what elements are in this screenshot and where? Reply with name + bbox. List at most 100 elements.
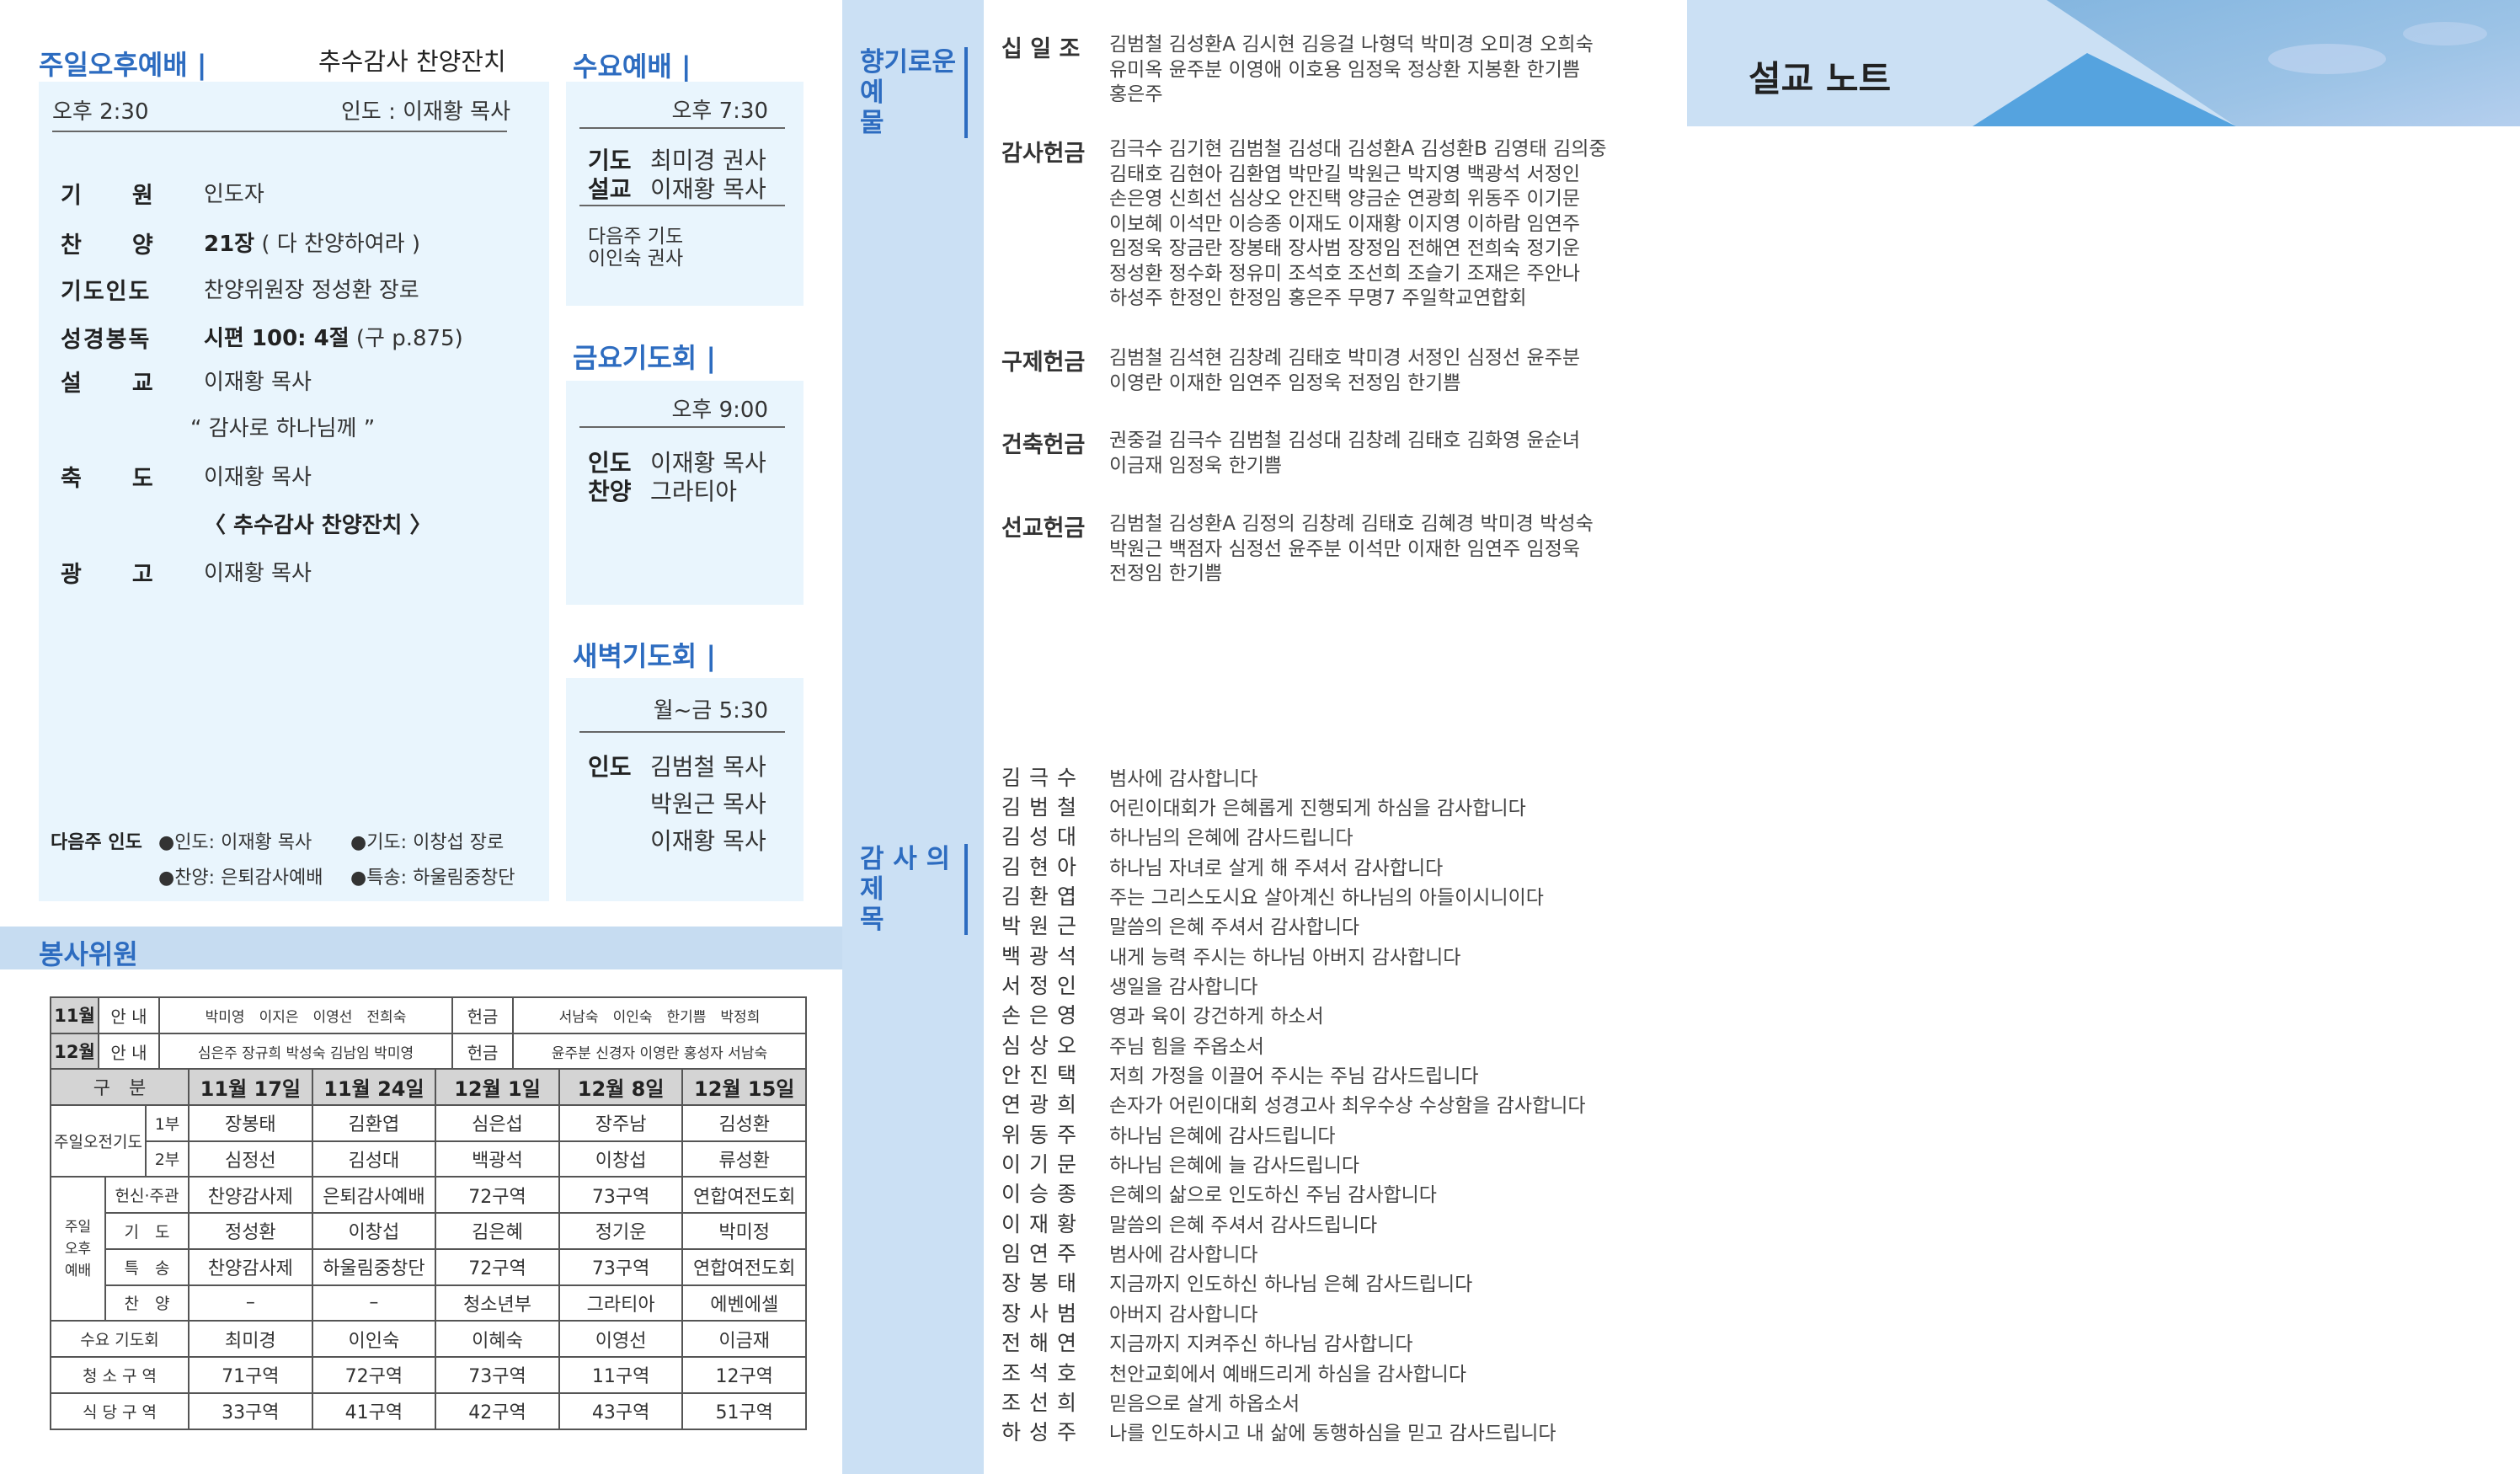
schedule-cell: 72구역 [435, 1176, 560, 1214]
thanks-message: 지금까지 지켜주신 하나님 감사합니다 [1109, 1333, 1413, 1356]
offering-label: 구제헌금 [1001, 350, 1086, 376]
thanks-message: 범사에 감사합니다 [1109, 1244, 1258, 1267]
next-week-item: ●찬양: 은퇴감사예배 [158, 868, 323, 889]
thanks-message: 하나님의 은혜에 감사드립니다 [1109, 827, 1353, 850]
offering-names-line: 김범철 김성환A 김시현 김응걸 나형덕 박미경 오미경 오희숙 [1109, 34, 1594, 56]
next-week-label: 다음주 인도 [51, 832, 142, 853]
schedule-cell: 하울림중창단 [311, 1247, 437, 1286]
service-item-value: “ 감사로 하나님께 ” [190, 411, 375, 442]
schedule-cell: 정기운 [558, 1212, 684, 1250]
sunday-pm-subtitle: 추수감사 찬양잔치 [318, 47, 506, 76]
thanks-item: 김현아 하나님 자녀로 살게 해 주셔서 감사합니다 [1001, 851, 1443, 880]
date-header: 12월 8일 [558, 1068, 684, 1106]
service-item-value-text: 인도자 [204, 182, 264, 207]
thanks-message: 저희 가정을 이끌어 주시는 주님 감사드립니다 [1109, 1065, 1479, 1087]
schedule-row: 찬 양 – – 청소년부 그라티아 에벤에셀 [51, 1284, 807, 1322]
monthly-cell: 심은주 장규희 박성숙 김남임 박미영 [158, 1032, 453, 1071]
monthly-cell: 안 내 [98, 1032, 160, 1071]
offering-names: 김범철 김성환A 김시현 김응걸 나형덕 박미경 오미경 오희숙 유미옥 윤주분 … [1109, 33, 1594, 108]
offering-names-line: 김극수 김기현 김범철 김성대 김성환A 김성환B 김영태 김의중 [1109, 138, 1607, 160]
friday-time: 오후 9:00 [671, 398, 769, 423]
sunday-pm-time: 오후 2:30 [52, 99, 149, 125]
next-week-item: ●특송: 하울림중창단 [350, 868, 515, 889]
thanks-title: 감 사 의 제 목 [860, 844, 968, 935]
row-label: 청 소 구 역 [49, 1356, 190, 1394]
offering-names-line: 하성주 한정인 한정임 홍은주 무명7 주일학교연합회 [1109, 287, 1527, 309]
group-label: 주일오전기도 [50, 1103, 147, 1178]
thanks-title-line: 감 사 의 [860, 844, 951, 874]
thanks-item: 장사범 아버지 감사합니다 [1001, 1297, 1258, 1327]
dawn-value: 박원근 목사 [650, 790, 766, 818]
dawn-title: 새벽기도회 | [573, 640, 717, 672]
service-item-label: 성경봉독 [61, 327, 152, 353]
service-item-value: 이재황 목사 [204, 556, 312, 587]
thanks-message: 아버지 감사합니다 [1109, 1303, 1258, 1326]
header-label: 구 분 [49, 1068, 190, 1106]
offering-names-line: 이금재 임정욱 한기쁨 [1109, 454, 1283, 477]
thanks-name: 연광희 [1001, 1092, 1086, 1118]
dawn-value: 이재황 목사 [650, 827, 766, 855]
schedule-cell: 43구역 [558, 1391, 684, 1430]
wednesday-label: 설교 [588, 175, 632, 203]
service-item-value: 인도자 [204, 177, 264, 208]
sub-label: 2부 [144, 1140, 190, 1178]
thanks-item: 백광석 내게 능력 주시는 하나님 아버지 감사합니다 [1001, 940, 1460, 969]
date-header: 12월 1일 [435, 1068, 560, 1106]
wednesday-value: 최미경 권사 [650, 147, 766, 174]
thanks-item: 김극수 범사에 감사합니다 [1001, 761, 1258, 791]
thanks-message: 은혜의 삶으로 인도하신 주님 감사합니다 [1109, 1184, 1437, 1207]
service-item-value-bold: 시편 100: 4절 [204, 326, 350, 351]
offering-label: 감사헌금 [1001, 141, 1086, 167]
schedule-row: 주일오전기도 1부 장봉태 김환엽 심은섭 장주남 김성환 [50, 1103, 807, 1178]
date-header: 11월 17일 [188, 1068, 313, 1106]
schedule-cell: 은퇴감사예배 [311, 1176, 437, 1214]
offering-label: 건축헌금 [1001, 432, 1086, 458]
section-strip [842, 0, 984, 1474]
schedule-cell: – [188, 1284, 313, 1322]
friday-value: 그라티아 [650, 478, 738, 505]
service-item-value: 이재황 목사 [204, 365, 312, 396]
staff-title: 봉사위원 [39, 938, 138, 970]
row-label: 수요 기도회 [49, 1320, 190, 1358]
thanks-item: 조선희 믿음으로 살게 하옵소서 [1001, 1386, 1300, 1416]
offering-names: 김극수 김기현 김범철 김성대 김성환A 김성환B 김영태 김의중 김태호 김현아… [1109, 137, 1607, 312]
service-item-label: 기도인도 [61, 279, 152, 305]
thanks-message: 천안교회에서 예배드리게 하심을 감사합니다 [1109, 1363, 1466, 1386]
schedule-cell: 찬양감사제 [188, 1176, 313, 1214]
schedule-row: 기 도 정성환 이창섭 김은혜 정기운 박미정 [51, 1212, 807, 1250]
schedule-row: 수요 기도회 최미경 이인숙 이혜숙 이영선 이금재 [49, 1320, 807, 1358]
thanks-name: 하성주 [1001, 1420, 1086, 1445]
thanks-message: 범사에 감사합니다 [1109, 767, 1258, 790]
offering-label: 십 일 조 [1001, 36, 1081, 62]
thanks-name: 임연주 [1001, 1242, 1086, 1267]
schedule-cell: 11구역 [558, 1356, 684, 1394]
sunday-pm-leader: 인도 : 이재황 목사 [341, 99, 510, 125]
sub-label: 찬 양 [104, 1284, 190, 1322]
schedule-cell: 김성대 [311, 1140, 437, 1178]
triangle-shape [1973, 53, 2236, 126]
offering-names-line: 홍은주 [1109, 83, 1163, 105]
offering-names-line: 손은영 신희선 심상오 안진택 양금순 연광희 위동주 이기문 [1109, 188, 1581, 210]
dawn-box: 월~금 5:30 인도 김범철 목사 박원근 목사 이재황 목사 [566, 678, 804, 901]
service-item-label: 축 도 [61, 466, 155, 492]
offerings-title: 향기로운 예 물 [860, 47, 968, 138]
wednesday-label: 기도 [588, 147, 632, 174]
thanks-name: 김환엽 [1001, 884, 1086, 909]
thanks-item: 이승종 은혜의 삶으로 인도하신 주님 감사합니다 [1001, 1178, 1437, 1208]
thanks-message: 주는 그리스도시요 살아계신 하나님의 아들이시니이다 [1109, 886, 1544, 909]
thanks-name: 서정인 [1001, 973, 1086, 998]
schedule-cell: 심은섭 [435, 1103, 560, 1142]
schedule-cell: 72구역 [435, 1247, 560, 1286]
schedule-row: 2부 심정선 김성대 백광석 이창섭 류성환 [51, 1140, 807, 1178]
header-row: 구 분 11월 17일 11월 24일 12월 1일 12월 8일 12월 15일 [49, 1068, 807, 1106]
thanks-message: 내게 능력 주시는 하나님 아버지 감사합니다 [1109, 946, 1461, 969]
thanks-name: 백광석 [1001, 943, 1086, 969]
next-week-item: ●기도: 이창섭 장로 [350, 832, 505, 853]
schedule-cell: 연합여전도회 [681, 1176, 807, 1214]
thanks-name: 이기문 [1001, 1152, 1086, 1178]
month-cell: 12월 [50, 1032, 99, 1071]
thanks-item: 이재황 말씀의 은혜 주셔서 감사드립니다 [1001, 1208, 1377, 1237]
wednesday-title: 수요예배 | [573, 51, 691, 83]
thanks-name: 김극수 [1001, 765, 1086, 790]
service-item-value: 21장 ( 다 찬양하여라 ) [204, 227, 420, 258]
